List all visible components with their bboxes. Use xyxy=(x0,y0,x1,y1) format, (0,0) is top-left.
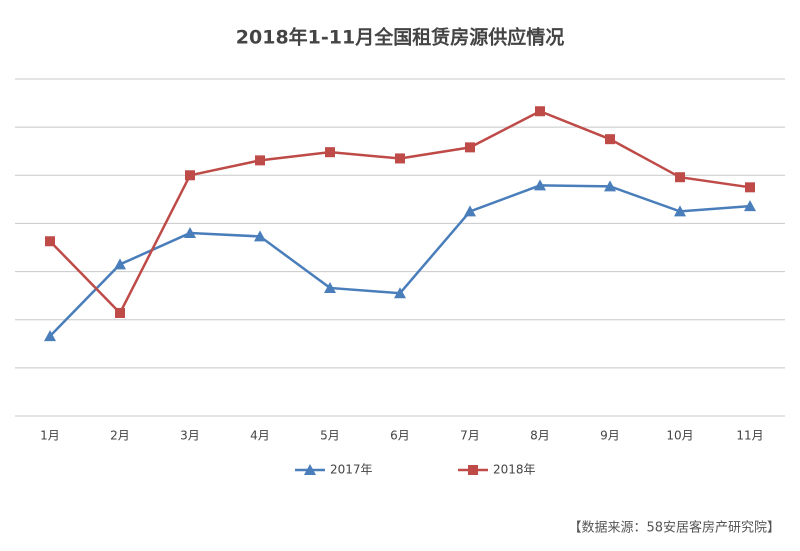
data-point xyxy=(115,307,125,318)
data-point xyxy=(44,330,56,342)
x-tick-label: 1月 xyxy=(40,429,60,443)
data-point xyxy=(464,205,476,217)
data-point xyxy=(185,170,195,181)
x-tick-label: 8月 xyxy=(530,429,550,443)
legend-label: 2018年 xyxy=(493,463,536,477)
source-note: 【数据来源：58安居客房产研究院】 xyxy=(568,520,780,536)
x-tick-label: 5月 xyxy=(320,429,340,443)
data-point xyxy=(744,200,756,212)
chart-title: 2018年1-11月全国租赁房源供应情况 xyxy=(236,26,564,49)
legend-marker xyxy=(304,464,316,475)
data-point xyxy=(45,236,55,247)
data-point xyxy=(324,281,336,293)
data-point xyxy=(184,227,196,239)
x-tick-label: 11月 xyxy=(736,429,763,443)
data-point xyxy=(674,205,686,217)
data-point xyxy=(255,155,265,166)
x-tick-label: 10月 xyxy=(666,429,693,443)
series-line xyxy=(49,184,751,337)
data-point xyxy=(745,182,755,193)
data-point xyxy=(604,180,616,192)
data-point xyxy=(535,106,545,117)
legend-marker xyxy=(468,465,478,475)
x-tick-label: 7月 xyxy=(460,429,480,443)
data-point xyxy=(605,134,615,145)
data-point xyxy=(114,258,126,270)
data-point xyxy=(534,179,546,191)
x-tick-label: 2月 xyxy=(110,429,130,443)
data-point xyxy=(675,172,685,183)
legend-label: 2017年 xyxy=(330,463,373,477)
x-tick-label: 4月 xyxy=(250,429,270,443)
x-tick-label: 9月 xyxy=(600,429,620,443)
data-point xyxy=(394,287,406,299)
data-point xyxy=(325,147,335,158)
data-point xyxy=(395,153,405,164)
series-line xyxy=(49,109,751,316)
x-tick-label: 3月 xyxy=(180,429,200,443)
x-tick-label: 6月 xyxy=(390,429,410,443)
data-point xyxy=(254,230,266,242)
data-point xyxy=(465,142,475,153)
